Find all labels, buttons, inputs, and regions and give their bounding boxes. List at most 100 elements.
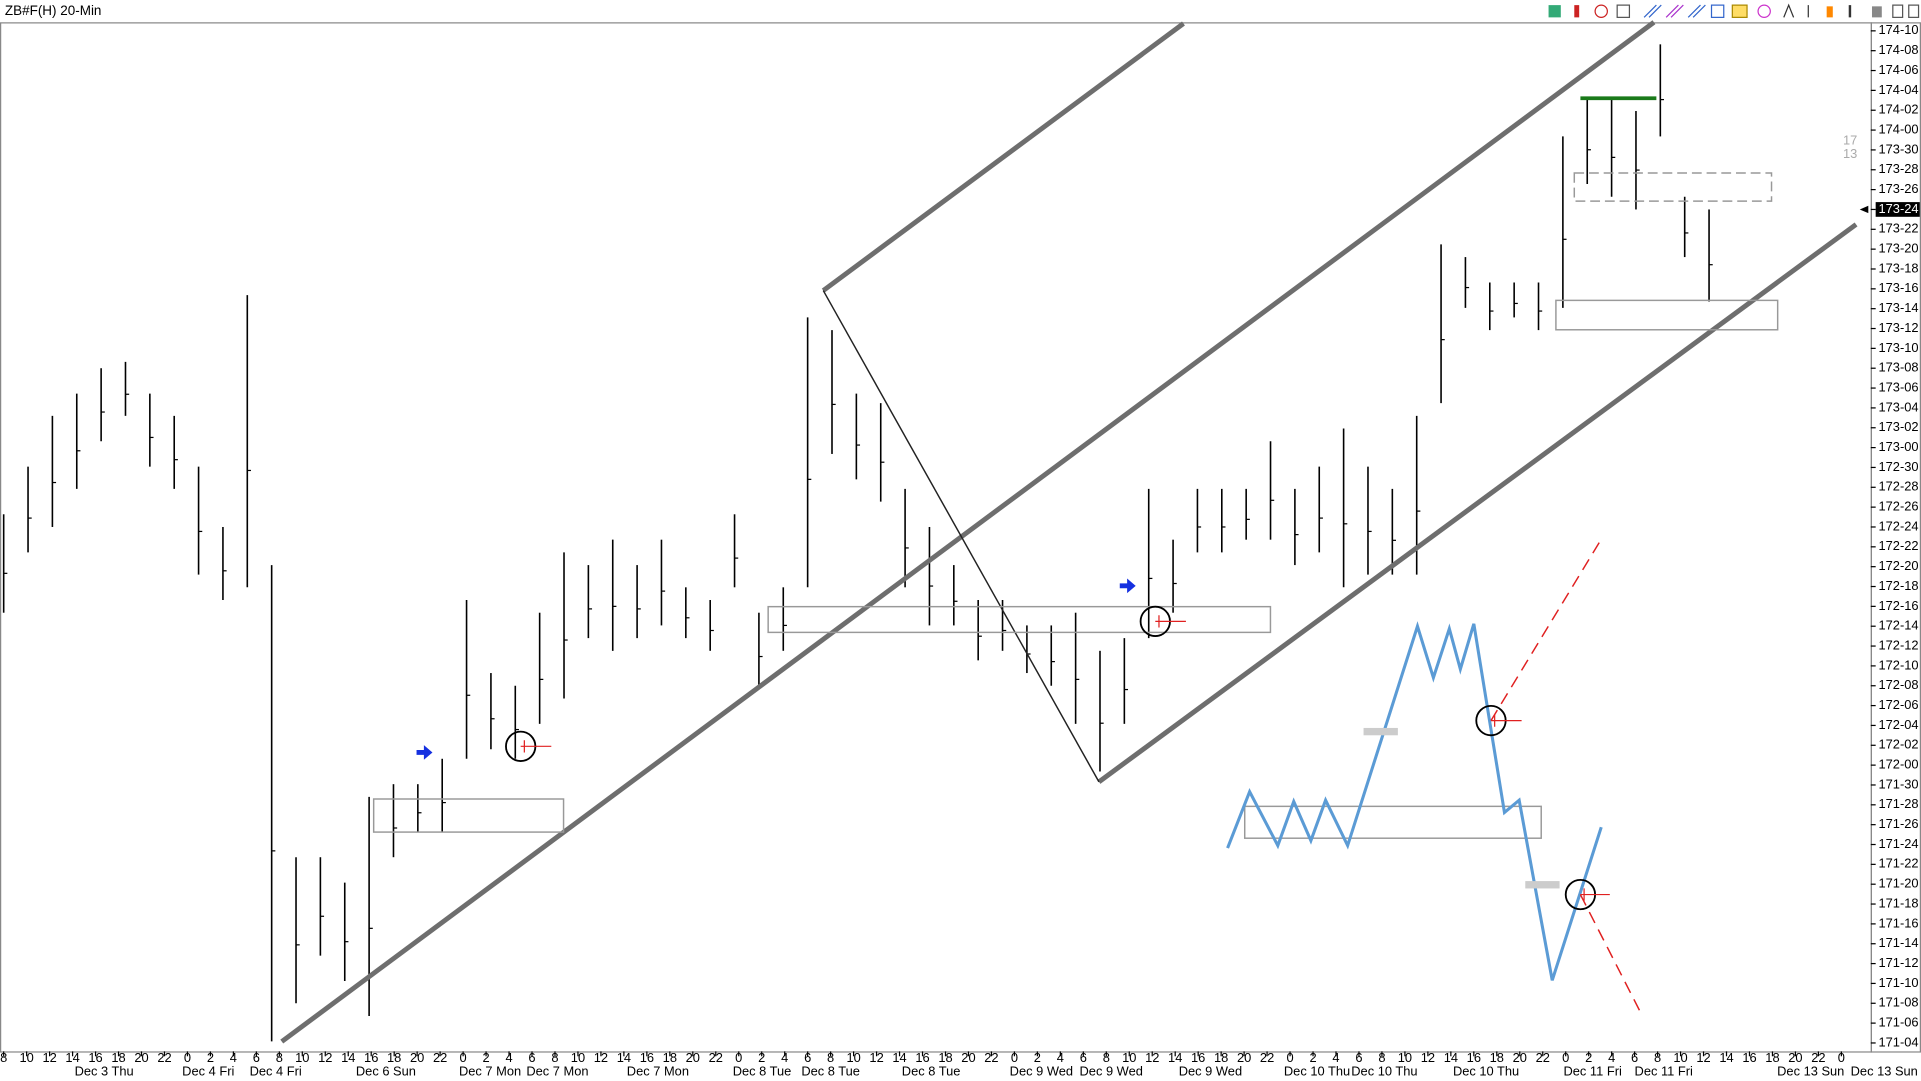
date-label: Dec 10 Thu [1453,1064,1519,1079]
x-tick-label: 14 [1719,1050,1733,1065]
tool-icon[interactable] [1687,4,1706,18]
x-tick-label: 20 [686,1050,700,1065]
tool-icon[interactable] [1643,4,1662,18]
last-price-box [1875,202,1920,217]
date-label: Dec 10 Thu [1284,1064,1350,1079]
signal-arrow [1119,578,1136,594]
y-tick-label: 172-12 [1879,637,1919,652]
smudge [1525,881,1560,889]
x-tick-label: 18 [1765,1050,1779,1065]
x-tick-label: 12 [318,1050,332,1065]
projection-line [1490,538,1602,721]
y-tick-label: 171-18 [1879,895,1919,910]
x-tick-label: 0 [1286,1050,1293,1065]
x-tick-label: 20 [1513,1050,1527,1065]
y-tick-label: 171-12 [1879,955,1919,970]
signal-tick [1580,888,1610,901]
x-tick-label: 8 [276,1050,283,1065]
y-tick-label: 173-22 [1879,221,1919,236]
tool-icon[interactable] [1731,4,1748,18]
x-tick-label: 10 [571,1050,585,1065]
tool-icon[interactable] [1826,6,1833,18]
date-label: Dec 9 Wed [1010,1064,1073,1079]
x-tick-label: 12 [1421,1050,1435,1065]
side-label: 13 [1843,146,1857,161]
x-tick-label: 0 [735,1050,742,1065]
toolbar[interactable] [1548,3,1920,18]
x-tick-label: 6 [1631,1050,1638,1065]
price-axis: 171-04 171-06 171-08 171-10 171-12 171-14 171-… [1843,22,1920,1049]
tool-icon[interactable] [1594,4,1608,18]
date-label: Dec 4 Fri [250,1064,302,1079]
time-axis: 8 10 12 14 16 18 20 22 0 2 4 6 8 10 12 14 16 18 20 22 0 2 4 6 8 1… [0,1050,1918,1078]
x-tick-label: 16 [364,1050,378,1065]
y-tick-label: 173-12 [1879,320,1919,335]
signal-arrow [416,745,433,760]
x-tick-label: 14 [1168,1050,1182,1065]
y-tick-label: 173-02 [1879,419,1919,434]
tool-icon[interactable] [1908,4,1920,18]
x-tick-label: 2 [482,1050,489,1065]
tool-icon[interactable] [1871,6,1882,18]
x-tick-label: 4 [1332,1050,1339,1065]
x-tick-label: 16 [1467,1050,1481,1065]
x-tick-label: 2 [1309,1050,1316,1065]
x-tick-label: 6 [804,1050,811,1065]
tool-icon[interactable] [1616,4,1631,18]
x-tick-label: 14 [892,1050,906,1065]
date-label: Dec 9 Wed [1080,1064,1143,1079]
x-tick-label: 20 [134,1050,148,1065]
drawings [280,20,1858,1044]
y-tick-label: 172-22 [1879,538,1919,553]
signal-tick [1155,615,1186,628]
x-tick-label: 4 [505,1050,512,1065]
x-tick-label: 0 [460,1050,467,1065]
tool-icon[interactable] [1548,5,1561,18]
y-tick-label: 172-14 [1879,618,1919,633]
channel-line [1097,222,1858,784]
x-tick-label: 0 [1011,1050,1018,1065]
zone-box [372,798,565,833]
date-label: Dec 8 Tue [801,1064,860,1079]
x-tick-label: 4 [781,1050,788,1065]
x-tick-label: 16 [88,1050,102,1065]
tool-icon[interactable] [1892,4,1904,18]
y-tick-label: 173-08 [1879,360,1919,375]
x-tick-label: 12 [1145,1050,1159,1065]
x-tick-label: 22 [984,1050,998,1065]
tool-icon[interactable] [1574,5,1580,18]
y-tick-label: 174-06 [1879,62,1919,77]
date-label: Dec 7 Mon [627,1064,689,1079]
channel-line [280,20,1656,1044]
tool-icon[interactable] [1710,4,1725,18]
x-tick-label: 10 [295,1050,309,1065]
y-tick-label: 174-02 [1879,102,1919,117]
y-tick-label: 171-06 [1879,1015,1919,1030]
y-tick-label: 172-02 [1879,737,1919,752]
y-tick-label: 173-14 [1879,300,1919,315]
tool-icon[interactable] [1757,4,1771,18]
x-tick-label: 22 [1536,1050,1550,1065]
x-tick-label: 0 [1562,1050,1569,1065]
y-tick-label: 172-06 [1879,697,1919,712]
x-tick-label: 22 [157,1050,171,1065]
x-tick-label: 16 [1191,1050,1205,1065]
y-tick-label: 172-18 [1879,578,1919,593]
price-axis-frame [1870,22,1921,1053]
x-tick-label: 10 [1673,1050,1687,1065]
zone-box [1243,805,1542,839]
x-tick-label: 18 [1214,1050,1228,1065]
x-tick-label: 22 [1811,1050,1825,1065]
x-tick-label: 8 [551,1050,558,1065]
y-tick-label: 173-26 [1879,181,1919,196]
smudge [1363,727,1398,736]
tool-icon[interactable] [1783,3,1795,18]
signal-tick [520,740,552,753]
pitchfork-handle [822,290,1100,783]
x-tick-label: 22 [1260,1050,1274,1065]
date-label: Dec 9 Wed [1179,1064,1242,1079]
date-label: Dec 7 Mon [526,1064,588,1079]
y-tick-label: 172-04 [1879,717,1919,732]
tool-icon[interactable] [1665,4,1684,18]
